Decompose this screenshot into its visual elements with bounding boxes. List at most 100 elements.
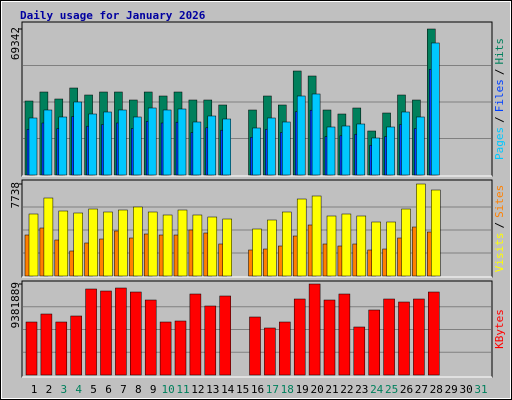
bar [174, 320, 187, 376]
bar [73, 212, 83, 277]
bar [58, 116, 68, 176]
x-tick-label: 17 [266, 383, 279, 396]
x-tick-label: 31 [474, 383, 487, 396]
bar [88, 113, 97, 176]
bar [118, 109, 127, 176]
bar [189, 293, 202, 376]
bar [177, 108, 187, 176]
bar [133, 206, 143, 277]
bar [133, 116, 142, 176]
bar [43, 197, 54, 277]
bar [118, 209, 128, 277]
bar [55, 321, 68, 376]
bar [267, 117, 276, 176]
bar [431, 42, 440, 176]
x-tick-label: 21 [325, 383, 338, 396]
bar [28, 117, 38, 176]
bar [162, 214, 173, 277]
bar [40, 313, 53, 376]
bar [308, 283, 321, 376]
bar [311, 195, 322, 277]
bar [386, 221, 396, 277]
bar [100, 290, 112, 376]
bar [144, 299, 157, 376]
graph-title: Daily usage for January 2026 [20, 9, 206, 22]
x-tick-label: 3 [60, 383, 67, 396]
x-tick-label: 16 [251, 383, 264, 396]
legend: Visits / Sites [493, 185, 506, 273]
x-tick-label: 4 [75, 383, 82, 396]
legend-entry: Pages [493, 127, 506, 160]
bar [115, 287, 127, 376]
bar [207, 216, 218, 277]
x-tick-label: 12 [191, 383, 204, 396]
bar [130, 291, 142, 376]
bar [338, 293, 351, 376]
y-max-label: 7738 [9, 182, 22, 209]
bar [103, 211, 113, 277]
bar [296, 198, 307, 277]
bar [207, 115, 217, 176]
bar [356, 215, 367, 277]
bar [252, 228, 262, 277]
bar [162, 109, 172, 176]
y-max-label: 69342 [9, 27, 22, 60]
bar [28, 213, 39, 277]
bar [58, 210, 69, 277]
legend-entry: Sites [493, 185, 506, 218]
bar [323, 299, 336, 376]
bar [386, 126, 395, 176]
bar [401, 208, 411, 277]
bar [431, 189, 441, 277]
bar [204, 305, 217, 376]
bar [43, 109, 53, 176]
bar [296, 95, 306, 176]
legend-separator: / [493, 116, 506, 123]
bar [264, 327, 276, 376]
x-tick-label: 10 [161, 383, 174, 396]
bar [401, 111, 410, 176]
bar [383, 298, 395, 376]
x-tick-label: 5 [90, 383, 97, 396]
legend-entry: Files [493, 79, 506, 112]
bar [416, 183, 426, 277]
x-tick-label: 20 [310, 383, 323, 396]
legend: KBytes [493, 309, 506, 349]
x-tick-label: 29 [445, 383, 458, 396]
bar [159, 321, 172, 376]
bar [371, 221, 381, 277]
bar [368, 309, 380, 376]
x-tick-label: 1 [31, 383, 38, 396]
x-tick-label: 15 [236, 383, 249, 396]
bar [341, 213, 352, 277]
x-tick-label: 2 [46, 383, 53, 396]
bar [311, 93, 321, 176]
x-tick-label: 14 [221, 383, 235, 396]
bar [192, 214, 203, 277]
bar [88, 208, 98, 277]
bar [279, 321, 291, 376]
bar [282, 121, 291, 176]
x-tick-label: 18 [281, 383, 294, 396]
bar [413, 298, 425, 376]
bar [192, 121, 202, 176]
x-tick-label: 30 [459, 383, 472, 396]
legend: Pages / Files / Hits [493, 38, 506, 160]
bar [25, 321, 38, 376]
legend-entry: Hits [493, 38, 506, 65]
legend-entry: KBytes [493, 309, 506, 349]
bar [219, 295, 231, 376]
x-tick-label: 13 [206, 383, 219, 396]
x-tick-label: 6 [105, 383, 112, 396]
bar [249, 316, 261, 376]
bar [326, 126, 336, 176]
bar [371, 137, 380, 176]
legend-separator: / [493, 69, 506, 76]
bar [70, 315, 82, 376]
x-tick-label: 26 [400, 383, 413, 396]
legend-separator: / [493, 222, 506, 229]
bar [222, 118, 231, 176]
bar [147, 107, 157, 176]
